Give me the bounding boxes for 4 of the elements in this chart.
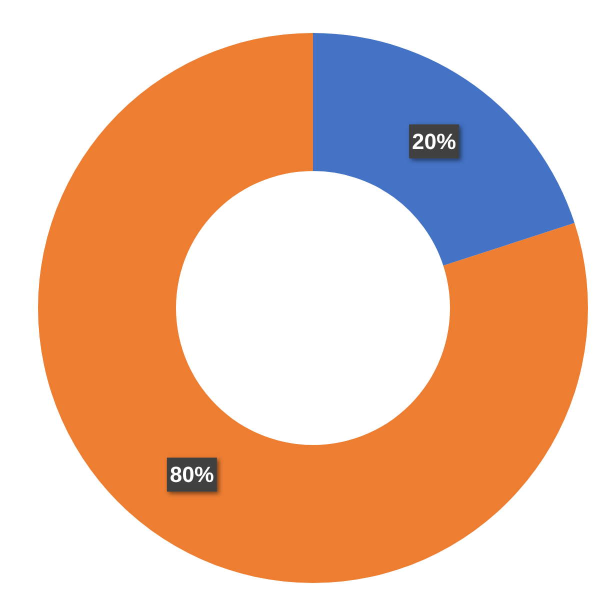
donut-slice xyxy=(38,33,588,583)
data-label: 20% xyxy=(412,128,456,154)
data-label: 80% xyxy=(170,462,214,488)
donut-slice xyxy=(313,33,575,266)
